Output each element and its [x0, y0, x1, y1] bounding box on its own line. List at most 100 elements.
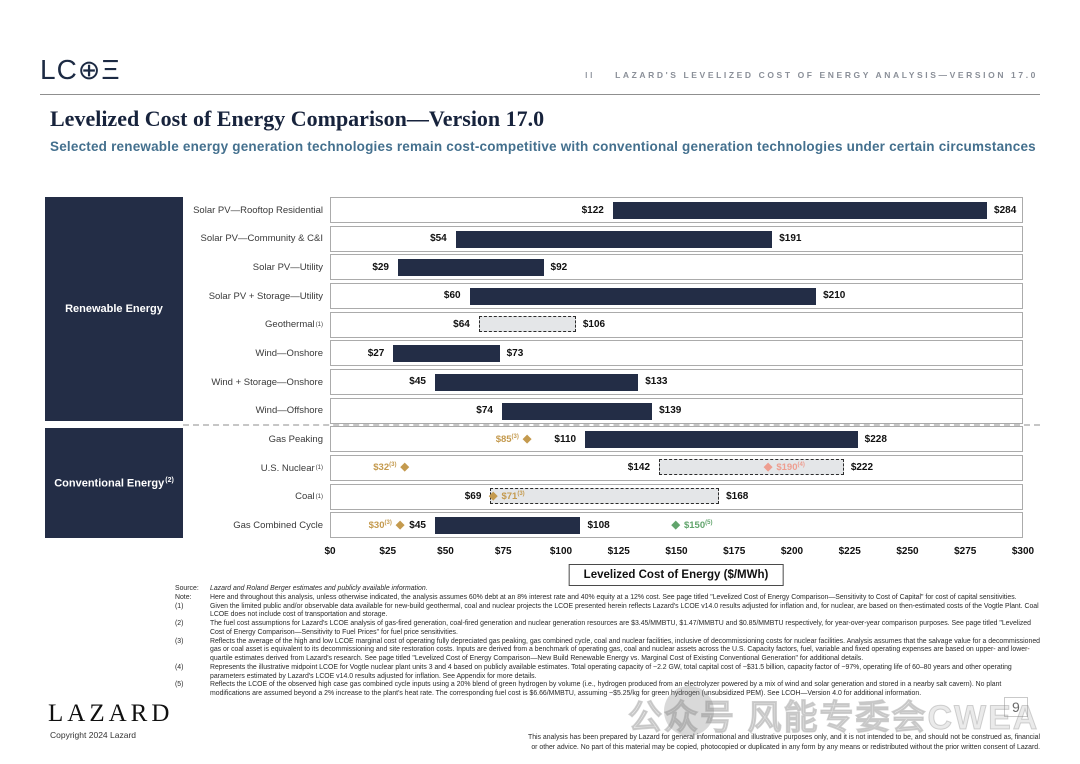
footnote-line: Note: Here and throughout this analysis, …	[175, 594, 1043, 603]
row-label-superscript: (1)	[315, 465, 323, 472]
chart-row: Solar PV—Community & C&I $54 $191	[45, 225, 1040, 254]
high-value-label: $108	[587, 519, 610, 531]
range-bar	[397, 259, 544, 277]
footnote-line: (5) Reflects the LCOE of the observed hig…	[175, 681, 1043, 699]
page-title: Levelized Cost of Energy Comparison—Vers…	[50, 106, 545, 131]
low-value-label: $45	[409, 519, 426, 531]
high-value-label: $210	[823, 290, 846, 302]
low-value-label: $110	[554, 433, 577, 445]
diamond-marker-icon: ◆	[489, 490, 498, 502]
lcoe-range-chart: Solar PV—Rooftop Residential $122 $284 Sola…	[45, 196, 1040, 540]
diamond-marker-icon: ◆	[395, 518, 405, 531]
x-axis-tick-label: $50	[437, 546, 454, 557]
range-bar	[469, 287, 817, 305]
marker-value-label: $32(3)	[373, 462, 397, 474]
marginal-cost-marker: ◆ $71(3)	[489, 485, 525, 509]
logo-lc: LC	[40, 54, 78, 85]
diamond-marker-icon: ◆	[671, 518, 680, 531]
row-label: Wind—Onshore	[255, 348, 323, 360]
report-header-title: LAZARD'S LEVELIZED COST OF ENERGY ANALYS…	[615, 70, 1038, 80]
category-box: Conventional Energy(2)	[45, 428, 183, 538]
footnote-tag: (1)	[175, 602, 184, 610]
footnote-text: Represents the illustrative midpoint LCO…	[210, 663, 1012, 680]
footnote-line: (1) Given the limited public and/or obser…	[175, 603, 1043, 621]
row-label: U.S. Nuclear (1)	[260, 462, 323, 474]
footnote-tag: (3)	[175, 637, 184, 645]
section-numeral: II	[585, 70, 596, 80]
x-axis-tick-label: $275	[954, 546, 977, 557]
high-value-label: $191	[779, 233, 802, 245]
marker-footnote-superscript: (4)	[797, 462, 805, 469]
row-track: $110 $228 $85(3) ◆	[330, 426, 1023, 453]
marginal-cost-marker: $32(3) ◆	[373, 456, 409, 480]
range-bar	[501, 402, 653, 420]
low-value-label: $45	[409, 376, 426, 388]
chart-row: Solar PV—Rooftop Residential $122 $284	[45, 196, 1040, 225]
chart-row: Coal (1) $69 $168 ◆ $71(3)	[45, 483, 1040, 512]
range-bar	[612, 202, 988, 219]
high-value-label: $73	[506, 347, 524, 359]
high-value-label: $133	[645, 376, 668, 388]
row-track: $74 $139	[330, 397, 1023, 424]
row-label: Wind + Storage—Onshore	[211, 376, 323, 388]
row-label: Solar PV—Community & C&I	[200, 233, 323, 245]
copyright-text: Copyright 2024 Lazard	[50, 730, 137, 740]
x-axis-tick-label: $200	[780, 546, 804, 557]
high-value-label: $92	[550, 261, 568, 273]
x-axis-tick-label: $225	[838, 546, 861, 557]
low-value-label: $29	[372, 261, 389, 273]
header-rule	[40, 94, 1040, 95]
range-bar	[434, 517, 581, 535]
low-value-label: $27	[367, 347, 385, 359]
chart-row: Gas Peaking $110 $228 $85(3) ◆	[45, 425, 1040, 454]
page-number: 9	[1004, 697, 1028, 717]
marginal-cost-marker: ◆ $150(5)	[672, 513, 713, 537]
marker-value-label: $150(5)	[683, 519, 713, 531]
footnote-line: Source: Lazard and Roland Berger estimate…	[175, 585, 1043, 594]
footnote-tag: (5)	[175, 681, 184, 689]
category-label: Conventional Energy(2)	[54, 476, 174, 490]
marker-value-label: $190(4)	[776, 462, 805, 474]
row-track: $54 $191	[330, 225, 1023, 252]
low-value-label: $54	[430, 233, 447, 245]
disclaimer-line: or other advice. No part of this materia…	[531, 743, 1040, 751]
footnote-text: Here and throughout this analysis, unles…	[210, 593, 1017, 601]
marginal-cost-marker: $30(3) ◆	[369, 513, 405, 537]
range-bar	[585, 431, 858, 449]
footnotes: Source: Lazard and Roland Berger estimate…	[175, 585, 1043, 699]
footnote-text: The fuel cost assumptions for Lazard's L…	[210, 620, 1031, 636]
row-label: Solar PV—Rooftop Residential	[193, 204, 323, 216]
chart-row: Wind—Offshore $74 $139	[45, 397, 1040, 426]
x-axis-tick-label: $25	[379, 546, 397, 557]
category-label: Renewable Energy	[65, 303, 163, 316]
x-axis-tick-label: $300	[1011, 546, 1035, 557]
chart-row: Solar PV + Storage—Utility $60 $210	[45, 282, 1040, 311]
range-bar-dashed	[490, 488, 720, 504]
marker-footnote-superscript: (3)	[511, 433, 519, 440]
footnote-line: (2) The fuel cost assumptions for Lazard'…	[175, 620, 1043, 638]
row-label: Geothermal (1)	[265, 319, 323, 331]
high-value-label: $228	[864, 433, 887, 445]
marker-footnote-superscript: (3)	[517, 490, 525, 497]
range-bar-dashed	[478, 316, 576, 333]
x-axis-tick-label: $100	[549, 546, 573, 557]
marker-footnote-superscript: (3)	[389, 462, 397, 469]
marker-footnote-superscript: (3)	[384, 519, 392, 526]
range-bar-dashed	[659, 459, 844, 476]
disclaimer-line: This analysis has been prepared by Lazar…	[527, 734, 1040, 741]
report-header: II LAZARD'S LEVELIZED COST OF ENERGY ANAL…	[585, 70, 1038, 80]
low-value-label: $142	[627, 462, 651, 474]
row-track: $142 $222 $32(3) ◆ ◆ $190(4)	[330, 454, 1023, 481]
range-bar	[434, 373, 639, 391]
chart-row: Gas Combined Cycle $45 $108 $30(3) ◆ ◆ $150(5)	[45, 511, 1040, 540]
high-value-label: $222	[850, 462, 874, 474]
chart-row: Wind—Onshore $27 $73	[45, 339, 1040, 368]
chart-row: Geothermal (1) $64 $106	[45, 311, 1040, 340]
range-bar	[455, 230, 773, 248]
low-value-label: $69	[464, 491, 482, 502]
row-label-superscript: (1)	[315, 493, 323, 500]
chart-row: U.S. Nuclear (1) $142 $222 $32(3) ◆ ◆ $190(4)	[45, 454, 1040, 483]
high-value-label: $139	[659, 405, 682, 417]
category-box: Renewable Energy	[45, 197, 183, 422]
range-bar	[393, 345, 500, 363]
